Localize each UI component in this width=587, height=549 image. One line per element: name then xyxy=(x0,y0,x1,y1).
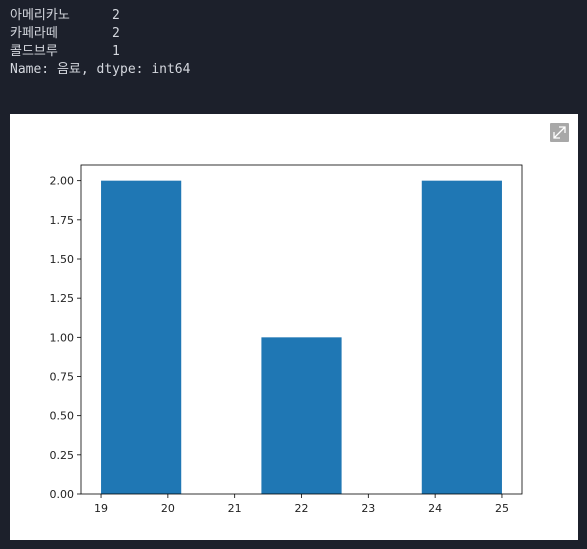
x-tick-label: 20 xyxy=(161,502,175,515)
row-label: 아메리카노 xyxy=(10,8,70,23)
bar xyxy=(101,180,182,494)
x-tick-label: 24 xyxy=(428,502,442,515)
x-tick-label: 19 xyxy=(94,502,108,515)
row-count: 2 xyxy=(112,26,120,41)
y-tick-label: 0.00 xyxy=(50,488,75,501)
output-footer: Name: 음료, dtype: int64 xyxy=(10,62,191,77)
y-tick-label: 1.00 xyxy=(50,331,75,344)
x-tick-label: 21 xyxy=(228,502,242,515)
x-tick-label: 22 xyxy=(295,502,309,515)
row-label: 콜드브루 xyxy=(10,44,58,59)
bar xyxy=(421,180,502,494)
chart: 0.00 0.25 0.50 0.75 1.00 1.25 1.50 1.75 2.00 19 20… xyxy=(10,114,578,540)
output-row: 카페라떼 2 xyxy=(10,25,120,43)
y-tick-label: 2.00 xyxy=(50,175,75,188)
y-tick-label: 0.50 xyxy=(50,410,75,423)
x-tick-label: 25 xyxy=(495,502,509,515)
row-label: 카페라떼 xyxy=(10,26,58,41)
expand-button[interactable] xyxy=(550,123,569,142)
y-tick-label: 0.25 xyxy=(50,449,75,462)
output-row: 콜드브루 1 xyxy=(10,43,120,61)
y-tick-label: 1.50 xyxy=(50,253,75,266)
row-count: 2 xyxy=(112,8,120,23)
y-tick-label: 1.75 xyxy=(50,214,75,227)
row-count: 1 xyxy=(112,44,120,59)
y-tick-label: 0.75 xyxy=(50,371,75,384)
bar xyxy=(261,337,342,494)
x-tick-label: 23 xyxy=(361,502,375,515)
output-row: 아메리카노 2 xyxy=(10,7,120,25)
y-tick-label: 1.25 xyxy=(50,292,75,305)
